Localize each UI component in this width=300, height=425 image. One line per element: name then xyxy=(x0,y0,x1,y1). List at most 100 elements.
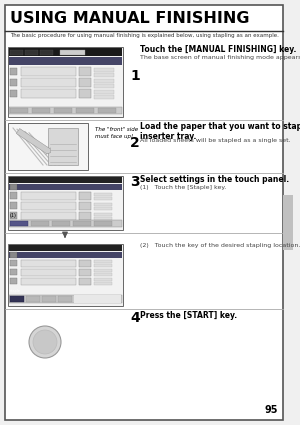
Bar xyxy=(8,244,123,306)
Circle shape xyxy=(33,330,57,354)
Text: 4: 4 xyxy=(130,311,140,325)
Text: (1)   Touch the [Staple] key.: (1) Touch the [Staple] key. xyxy=(140,185,226,190)
Bar xyxy=(79,278,91,285)
Bar xyxy=(94,90,114,94)
Text: staple: staple xyxy=(10,289,21,293)
Bar xyxy=(21,67,76,76)
Text: 2: 2 xyxy=(130,136,140,150)
Bar xyxy=(31,221,49,226)
Bar xyxy=(94,221,112,226)
Bar xyxy=(10,68,17,75)
Bar xyxy=(21,260,76,267)
Bar xyxy=(10,296,24,302)
Bar xyxy=(32,108,50,113)
Bar xyxy=(10,202,17,209)
Bar xyxy=(79,202,91,210)
Bar xyxy=(25,50,38,55)
Bar xyxy=(10,184,17,190)
Bar xyxy=(10,90,17,97)
Bar xyxy=(94,95,114,99)
Bar xyxy=(98,108,116,113)
Bar xyxy=(9,220,122,227)
Bar xyxy=(52,221,70,226)
Bar xyxy=(94,217,112,220)
Text: (2)   Touch the key of the desired stapling location.: (2) Touch the key of the desired staplin… xyxy=(140,243,300,248)
Bar xyxy=(10,108,28,113)
Bar xyxy=(94,264,112,267)
Bar xyxy=(54,108,72,113)
Text: Press the [START] key.: Press the [START] key. xyxy=(140,311,237,320)
Bar xyxy=(94,68,114,72)
Bar xyxy=(21,202,76,210)
Bar xyxy=(10,260,17,266)
Bar xyxy=(94,84,114,88)
Bar xyxy=(76,108,94,113)
Bar xyxy=(94,197,112,200)
Bar xyxy=(79,89,91,98)
Bar xyxy=(8,47,123,117)
Bar xyxy=(9,177,122,183)
Bar xyxy=(10,221,28,226)
Bar xyxy=(40,50,53,55)
Text: Load the paper that you want to staple in the
inserter tray.: Load the paper that you want to staple i… xyxy=(140,122,300,142)
Bar xyxy=(21,278,76,285)
Bar xyxy=(58,296,72,302)
Bar xyxy=(79,212,91,220)
Bar xyxy=(79,78,91,87)
Bar xyxy=(94,269,112,272)
Bar xyxy=(10,212,17,219)
Bar xyxy=(73,221,91,226)
Bar xyxy=(10,192,17,199)
Text: 95: 95 xyxy=(265,405,278,415)
Bar xyxy=(8,123,88,170)
Bar xyxy=(94,203,112,206)
Bar xyxy=(21,212,76,220)
Bar xyxy=(10,269,17,275)
Bar xyxy=(9,245,122,251)
Bar xyxy=(21,89,76,98)
Text: 3: 3 xyxy=(130,175,140,189)
Bar xyxy=(9,107,122,114)
Bar xyxy=(94,73,114,77)
Bar xyxy=(94,260,112,263)
Bar xyxy=(79,192,91,200)
Text: USING MANUAL FINISHING: USING MANUAL FINISHING xyxy=(10,11,250,26)
Bar xyxy=(10,252,17,258)
Bar xyxy=(79,269,91,276)
FancyArrow shape xyxy=(16,128,50,154)
Text: The base screen of manual finishing mode appears.: The base screen of manual finishing mode… xyxy=(140,55,300,60)
Bar xyxy=(48,128,78,165)
Bar xyxy=(42,296,56,302)
Bar xyxy=(9,252,122,258)
Bar xyxy=(21,78,76,87)
Bar xyxy=(94,213,112,216)
Bar xyxy=(21,269,76,276)
Text: (1): (1) xyxy=(10,213,17,218)
Text: The basic procedure for using manual finishing is explained below, using staplin: The basic procedure for using manual fin… xyxy=(10,33,279,38)
Bar xyxy=(79,260,91,267)
Bar xyxy=(8,176,123,230)
Bar xyxy=(26,296,40,302)
Bar xyxy=(94,282,112,285)
Text: Select settings in the touch panel.: Select settings in the touch panel. xyxy=(140,175,289,184)
Bar xyxy=(9,57,122,65)
Bar xyxy=(10,278,17,284)
Text: Touch the [MANUAL FINISHING] key.: Touch the [MANUAL FINISHING] key. xyxy=(140,45,296,54)
Text: 1: 1 xyxy=(130,69,140,83)
Bar xyxy=(79,67,91,76)
Bar xyxy=(74,295,121,303)
Text: All loaded sheets will be stapled as a single set.: All loaded sheets will be stapled as a s… xyxy=(140,138,291,143)
Bar xyxy=(9,184,122,190)
Bar xyxy=(283,195,293,250)
Bar xyxy=(94,193,112,196)
Bar xyxy=(9,295,122,303)
Bar xyxy=(94,273,112,276)
Bar xyxy=(94,207,112,210)
Bar xyxy=(9,48,122,56)
Bar xyxy=(10,79,17,86)
Bar xyxy=(94,79,114,83)
Bar xyxy=(60,50,85,55)
Text: The "front" side
must face up!: The "front" side must face up! xyxy=(95,127,138,139)
Bar xyxy=(60,50,85,55)
Bar xyxy=(21,192,76,200)
